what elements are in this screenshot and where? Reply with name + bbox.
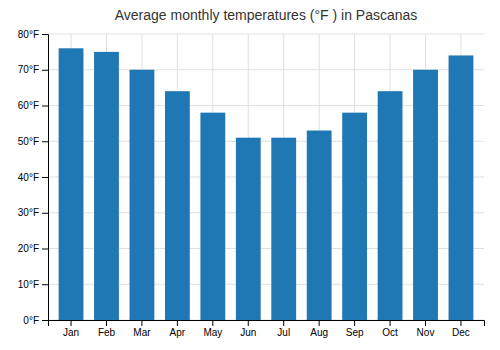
y-tick-label: 30°F (18, 207, 39, 218)
bar (342, 113, 367, 320)
y-tick-mark (42, 284, 48, 285)
x-tick-label: Aug (310, 327, 328, 338)
x-tick: Sep (346, 320, 364, 338)
x-tick-label: Jan (63, 327, 79, 338)
x-tick-mark (390, 320, 391, 326)
y-tick-mark (42, 141, 48, 142)
x-tick-mark (319, 320, 320, 326)
x-tick-label: Jul (277, 327, 290, 338)
x-tick-mark (283, 320, 284, 326)
y-tick: 30°F (18, 207, 48, 218)
x-tick-label: Apr (170, 327, 186, 338)
y-tick-mark (42, 213, 48, 214)
plot: Jan Feb Mar Apr May Jun Jul Aug Sep Oct Nov Dec 0°F 1… (18, 29, 485, 338)
y-tick-mark (42, 320, 48, 321)
x-tick: Jul (277, 320, 290, 338)
y-tick-mark (42, 70, 48, 71)
y-tick-label: 80°F (18, 29, 39, 40)
x-tick-mark (425, 320, 426, 326)
x-tick: Dec (452, 320, 470, 338)
x-tick: Jun (240, 320, 256, 338)
y-tick: 50°F (18, 136, 48, 147)
x-tick-mark (177, 320, 178, 326)
x-tick: Apr (170, 320, 186, 338)
y-tick-label: 50°F (18, 136, 39, 147)
x-tick-label: Mar (133, 327, 151, 338)
x-axis: Jan Feb Mar Apr May Jun Jul Aug Sep Oct Nov Dec (49, 320, 485, 338)
chart-container: Jan Feb Mar Apr May Jun Jul Aug Sep Oct Nov Dec 0°F 1… (0, 0, 500, 350)
x-tick-mark (71, 320, 72, 326)
y-tick: 70°F (18, 64, 48, 75)
x-tick: Jan (63, 320, 79, 338)
bar (449, 55, 474, 320)
x-tick: Feb (98, 320, 116, 338)
x-tick: Aug (310, 320, 328, 338)
x-tick-label: Nov (417, 327, 435, 338)
x-tick-label: Feb (98, 327, 116, 338)
y-tick: 0°F (23, 315, 48, 326)
grid (48, 34, 484, 320)
x-tick-mark (212, 320, 213, 326)
x-tick: Oct (382, 320, 398, 338)
bar (200, 113, 225, 320)
y-tick: 60°F (18, 100, 48, 111)
bars (59, 48, 474, 320)
y-tick: 80°F (18, 29, 48, 40)
x-tick-label: May (203, 327, 222, 338)
y-tick-label: 20°F (18, 243, 39, 254)
x-tick-label: Dec (452, 327, 470, 338)
y-tick: 40°F (18, 172, 48, 183)
y-tick: 20°F (18, 243, 48, 254)
y-tick-label: 70°F (18, 64, 39, 75)
y-tick-mark (42, 249, 48, 250)
x-tick: Mar (133, 320, 151, 338)
bar (165, 91, 190, 320)
bar (130, 70, 155, 320)
x-tick-mark (141, 320, 142, 326)
x-tick-label: Oct (382, 327, 398, 338)
chart-svg: Jan Feb Mar Apr May Jun Jul Aug Sep Oct Nov Dec 0°F 1… (0, 0, 500, 350)
x-tick: Nov (417, 320, 435, 338)
bar (236, 138, 261, 320)
bar (271, 138, 296, 320)
x-tick-label: Sep (346, 327, 364, 338)
x-tick-mark (248, 320, 249, 326)
y-tick-mark (42, 34, 48, 35)
x-axis-line (49, 321, 485, 327)
y-tick-mark (42, 177, 48, 178)
bar (378, 91, 403, 320)
y-grid-line (48, 34, 484, 35)
bar (59, 48, 84, 320)
y-tick-label: 60°F (18, 100, 39, 111)
x-tick-mark (460, 320, 461, 326)
x-tick-mark (354, 320, 355, 326)
x-tick: May (203, 320, 222, 338)
x-tick-label: Jun (240, 327, 256, 338)
y-tick-label: 10°F (18, 279, 39, 290)
y-tick-label: 40°F (18, 172, 39, 183)
y-axis-line (42, 35, 49, 321)
x-tick-mark (106, 320, 107, 326)
title: Average monthly temperatures (°F ) in Pa… (115, 7, 418, 23)
y-axis: 0°F 10°F 20°F 30°F 40°F 50°F 60°F 70°F 80°F (18, 29, 49, 326)
y-tick: 10°F (18, 279, 48, 290)
bar (94, 52, 119, 320)
bar (413, 70, 438, 320)
bar (307, 131, 332, 320)
y-tick-label: 0°F (23, 315, 39, 326)
y-tick-mark (42, 106, 48, 107)
